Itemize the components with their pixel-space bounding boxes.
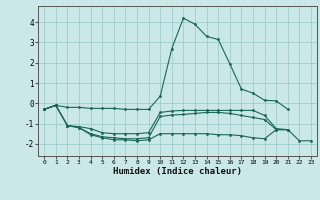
X-axis label: Humidex (Indice chaleur): Humidex (Indice chaleur) — [113, 167, 242, 176]
